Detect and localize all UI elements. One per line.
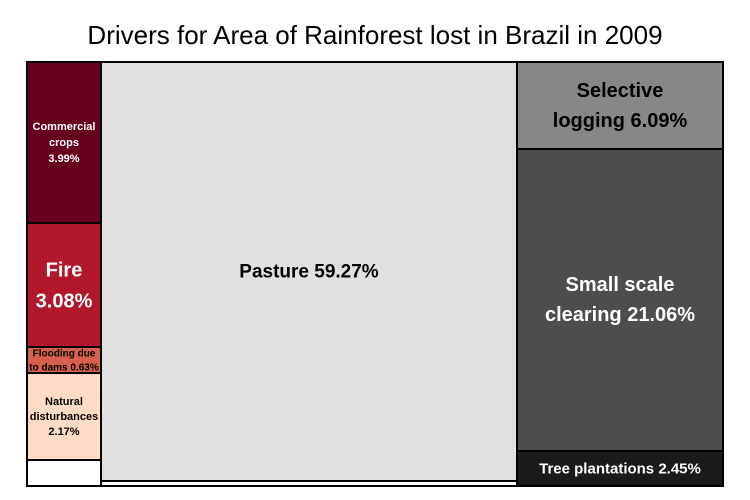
label-commercial-crops-line-3: 3.99% [48,153,79,165]
label-flooding-due-to-dams-line-2: to dams 0.63% [29,363,99,374]
cell-pasture [100,61,518,482]
label-fire-line-1: Fire [46,260,83,282]
label-small-scale-clearing-line-1: Small scale [566,274,675,296]
label-tree-plantations-line-1: Tree plantations 2.45% [539,461,701,478]
label-pasture-line-1: Pasture 59.27% [239,262,379,283]
treemap-frame [26,61,724,487]
label-small-scale-clearing-line-2: clearing 21.06% [545,304,695,326]
cell-natural-disturbances [26,372,102,461]
label-fire-line-2: 3.08% [36,291,93,313]
label-natural-disturbances-line-3: 2.17% [48,426,79,438]
label-selective-logging-line-1: Selective [577,80,664,102]
cell-fire [26,222,102,348]
label-natural-disturbances-line-2: disturbances [30,411,98,423]
cell-flooding-due-to-dams [26,346,102,374]
chart-title: Drivers for Area of Rainforest lost in B… [87,20,663,50]
label-flooding-due-to-dams-line-1: Flooding due [33,349,96,360]
label-commercial-crops-line-2: crops [49,137,79,149]
label-selective-logging-line-2: logging 6.09% [553,110,688,132]
cell-commercial-crops [26,61,102,224]
cell-selective-logging [516,61,724,150]
cell-empty-remainder [26,459,102,487]
label-commercial-crops-line-1: Commercial [33,121,96,133]
label-natural-disturbances-line-1: Natural [45,396,83,408]
cell-small-scale-clearing [516,148,724,452]
